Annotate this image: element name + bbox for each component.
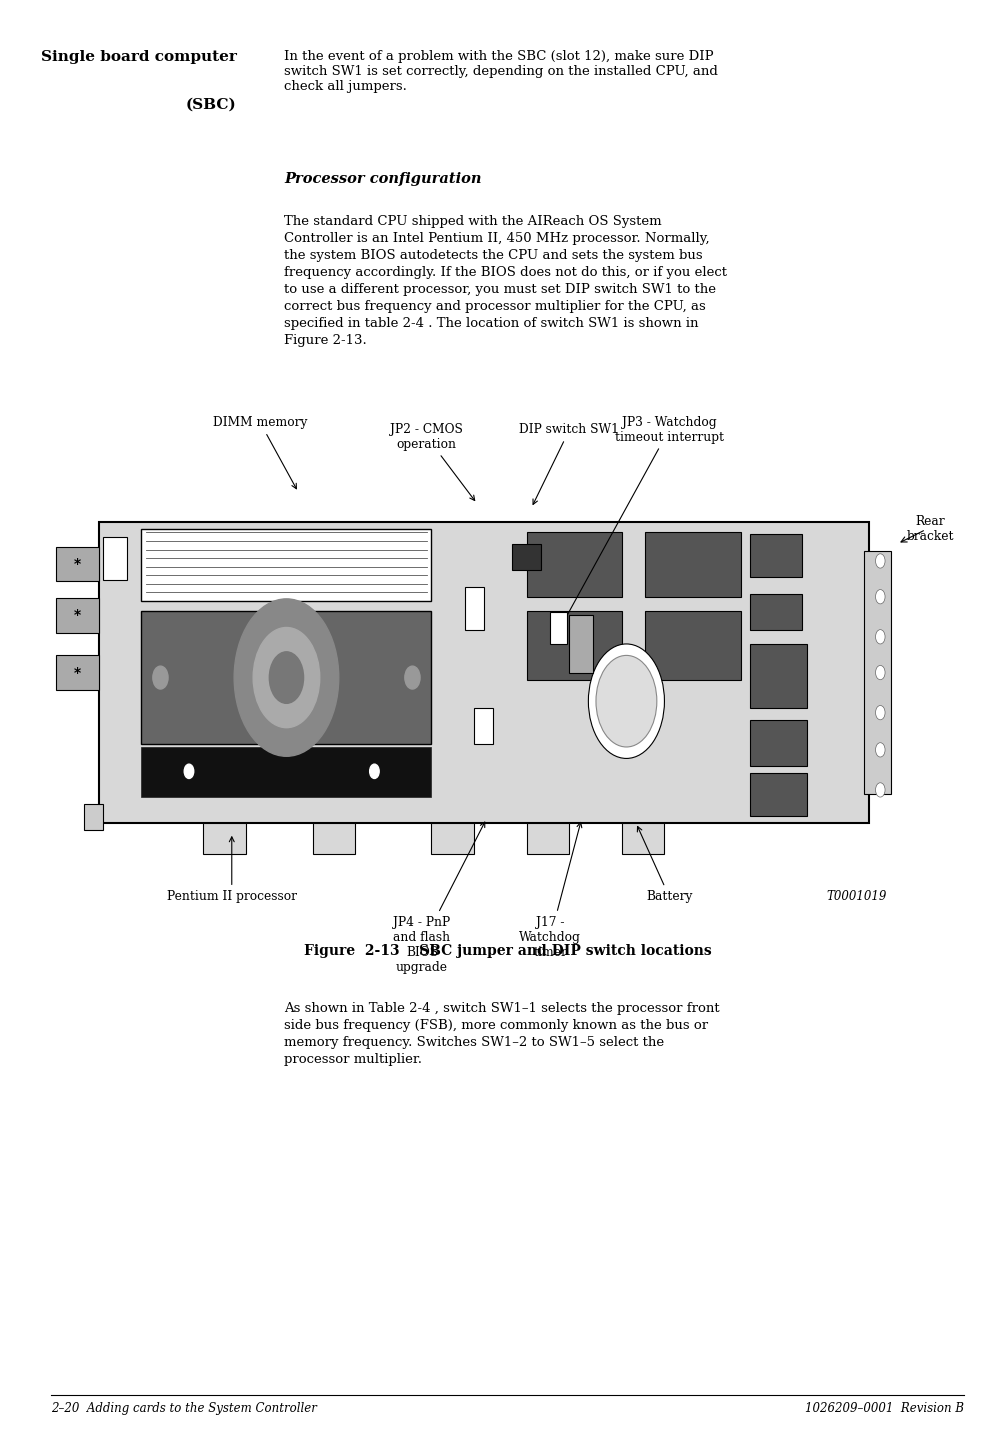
Bar [646, 532, 740, 597]
Bar [142, 611, 432, 744]
Bar [750, 534, 802, 577]
Circle shape [876, 743, 885, 757]
Text: 2–20  Adding cards to the System Controller: 2–20 Adding cards to the System Controll… [51, 1402, 317, 1415]
Circle shape [269, 653, 304, 704]
Text: Single board computer: Single board computer [40, 50, 237, 64]
Bar [85, 804, 103, 830]
Text: *: * [74, 557, 82, 571]
Bar [203, 823, 246, 854]
Text: DIMM memory: DIMM memory [213, 416, 308, 489]
Circle shape [876, 705, 885, 720]
Bar [432, 823, 474, 854]
Bar [864, 551, 891, 794]
Bar [750, 720, 807, 766]
Circle shape [184, 764, 194, 778]
Circle shape [405, 667, 420, 690]
Circle shape [876, 630, 885, 644]
Bar [56, 655, 98, 690]
Text: *: * [74, 608, 82, 622]
Bar [750, 644, 807, 708]
Text: *: * [74, 665, 82, 680]
Circle shape [876, 665, 885, 680]
Text: The standard CPU shipped with the AIReach OS System
Controller is an Intel Penti: The standard CPU shipped with the AIReac… [284, 215, 727, 346]
Text: (SBC): (SBC) [186, 97, 237, 112]
Bar [56, 547, 98, 581]
Bar [621, 823, 665, 854]
Circle shape [152, 667, 168, 690]
Bar [474, 708, 493, 744]
Bar [103, 537, 127, 580]
Bar [550, 612, 567, 644]
Bar [56, 598, 98, 633]
Circle shape [254, 627, 319, 728]
Text: In the event of a problem with the SBC (slot 12), make sure DIP
switch SW1 is se: In the event of a problem with the SBC (… [284, 50, 718, 93]
Bar [465, 587, 484, 630]
Text: JP3 - Watchdog
timeout interrupt: JP3 - Watchdog timeout interrupt [562, 415, 723, 624]
Text: 1026209–0001  Revision B: 1026209–0001 Revision B [805, 1402, 964, 1415]
Bar [527, 611, 621, 680]
Text: Rear
bracket: Rear bracket [907, 515, 954, 544]
Circle shape [876, 783, 885, 797]
Text: Battery: Battery [637, 827, 692, 903]
Text: Pentium II processor: Pentium II processor [167, 837, 297, 903]
Bar [569, 615, 593, 673]
Bar [527, 532, 621, 597]
Bar [750, 594, 802, 630]
Circle shape [589, 644, 665, 758]
Bar [313, 823, 356, 854]
Text: JP4 - PnP
and flash
BIOS
upgrade: JP4 - PnP and flash BIOS upgrade [393, 823, 485, 975]
Text: J17 -
Watchdog
timer: J17 - Watchdog timer [519, 823, 582, 959]
Text: DIP switch SW1: DIP switch SW1 [519, 424, 619, 504]
Bar [142, 747, 432, 797]
Text: As shown in Table 2-4 , switch SW1–1 selects the processor front
side bus freque: As shown in Table 2-4 , switch SW1–1 sel… [284, 1002, 720, 1066]
Bar [142, 529, 432, 601]
Bar [98, 522, 869, 823]
Bar [750, 773, 807, 816]
Bar [527, 823, 569, 854]
Text: T0001019: T0001019 [826, 890, 887, 903]
Circle shape [234, 600, 339, 757]
Text: JP2 - CMOS
operation: JP2 - CMOS operation [390, 422, 475, 501]
Text: Processor configuration: Processor configuration [284, 172, 482, 186]
Text: Figure  2-13    SBC jumper and DIP switch locations: Figure 2-13 SBC jumper and DIP switch lo… [304, 944, 712, 959]
Circle shape [876, 590, 885, 604]
Bar [512, 544, 541, 570]
Circle shape [596, 655, 657, 747]
Bar [646, 611, 740, 680]
Circle shape [876, 554, 885, 568]
Circle shape [370, 764, 379, 778]
